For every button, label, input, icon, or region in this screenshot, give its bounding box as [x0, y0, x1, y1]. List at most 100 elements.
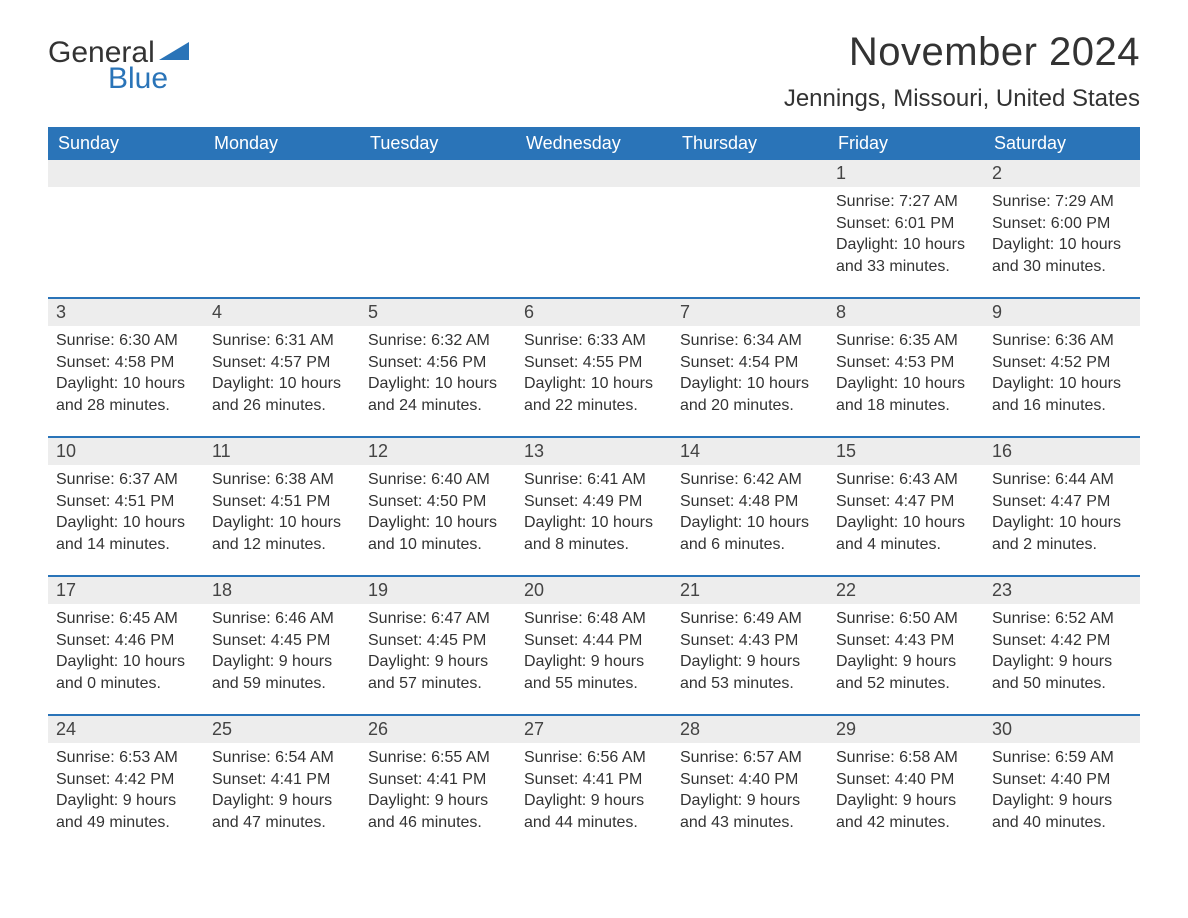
day-number: 8 [828, 299, 984, 326]
day-body: Sunrise: 6:37 AMSunset: 4:51 PMDaylight:… [48, 465, 204, 563]
day-number: 13 [516, 438, 672, 465]
day-number: 12 [360, 438, 516, 465]
calendar-header-cell: Thursday [672, 127, 828, 160]
day-body: Sunrise: 6:49 AMSunset: 4:43 PMDaylight:… [672, 604, 828, 702]
sunset-text: Sunset: 4:52 PM [992, 352, 1132, 374]
daylight-text: Daylight: 10 hours and 22 minutes. [524, 373, 664, 416]
sunrise-text: Sunrise: 6:47 AM [368, 608, 508, 630]
sunrise-text: Sunrise: 7:27 AM [836, 191, 976, 213]
day-body: Sunrise: 6:31 AMSunset: 4:57 PMDaylight:… [204, 326, 360, 424]
calendar-day-cell: 3Sunrise: 6:30 AMSunset: 4:58 PMDaylight… [48, 299, 204, 437]
sunset-text: Sunset: 4:47 PM [992, 491, 1132, 513]
sunrise-text: Sunrise: 6:30 AM [56, 330, 196, 352]
day-body: Sunrise: 6:55 AMSunset: 4:41 PMDaylight:… [360, 743, 516, 841]
day-number: 9 [984, 299, 1140, 326]
daylight-text: Daylight: 9 hours and 49 minutes. [56, 790, 196, 833]
calendar-day-cell: 29Sunrise: 6:58 AMSunset: 4:40 PMDayligh… [828, 716, 984, 854]
day-body: Sunrise: 6:48 AMSunset: 4:44 PMDaylight:… [516, 604, 672, 702]
daylight-text: Daylight: 9 hours and 59 minutes. [212, 651, 352, 694]
sunset-text: Sunset: 4:54 PM [680, 352, 820, 374]
sunrise-text: Sunrise: 6:58 AM [836, 747, 976, 769]
day-number-empty [360, 160, 516, 187]
day-body: Sunrise: 6:52 AMSunset: 4:42 PMDaylight:… [984, 604, 1140, 702]
daylight-text: Daylight: 9 hours and 57 minutes. [368, 651, 508, 694]
calendar-day-cell: 11Sunrise: 6:38 AMSunset: 4:51 PMDayligh… [204, 438, 360, 576]
sunset-text: Sunset: 4:40 PM [680, 769, 820, 791]
daylight-text: Daylight: 10 hours and 12 minutes. [212, 512, 352, 555]
daylight-text: Daylight: 9 hours and 52 minutes. [836, 651, 976, 694]
calendar-day-cell: 24Sunrise: 6:53 AMSunset: 4:42 PMDayligh… [48, 716, 204, 854]
day-body: Sunrise: 6:44 AMSunset: 4:47 PMDaylight:… [984, 465, 1140, 563]
sunrise-text: Sunrise: 6:42 AM [680, 469, 820, 491]
day-body: Sunrise: 6:42 AMSunset: 4:48 PMDaylight:… [672, 465, 828, 563]
calendar-day-cell: 22Sunrise: 6:50 AMSunset: 4:43 PMDayligh… [828, 577, 984, 715]
calendar-day-cell: 1Sunrise: 7:27 AMSunset: 6:01 PMDaylight… [828, 160, 984, 298]
day-number: 2 [984, 160, 1140, 187]
day-number: 24 [48, 716, 204, 743]
sunrise-text: Sunrise: 6:38 AM [212, 469, 352, 491]
daylight-text: Daylight: 10 hours and 28 minutes. [56, 373, 196, 416]
daylight-text: Daylight: 9 hours and 55 minutes. [524, 651, 664, 694]
calendar-day-cell [204, 160, 360, 298]
daylight-text: Daylight: 9 hours and 40 minutes. [992, 790, 1132, 833]
day-number-empty [516, 160, 672, 187]
day-number-empty [204, 160, 360, 187]
day-number: 27 [516, 716, 672, 743]
day-body: Sunrise: 7:27 AMSunset: 6:01 PMDaylight:… [828, 187, 984, 285]
brand-logo: General Blue [48, 30, 189, 96]
calendar-day-cell: 2Sunrise: 7:29 AMSunset: 6:00 PMDaylight… [984, 160, 1140, 298]
day-number: 11 [204, 438, 360, 465]
calendar-day-cell: 16Sunrise: 6:44 AMSunset: 4:47 PMDayligh… [984, 438, 1140, 576]
day-body: Sunrise: 6:56 AMSunset: 4:41 PMDaylight:… [516, 743, 672, 841]
calendar-week-row: 3Sunrise: 6:30 AMSunset: 4:58 PMDaylight… [48, 299, 1140, 437]
sunset-text: Sunset: 4:41 PM [212, 769, 352, 791]
day-number: 26 [360, 716, 516, 743]
day-body: Sunrise: 6:35 AMSunset: 4:53 PMDaylight:… [828, 326, 984, 424]
calendar-day-cell: 4Sunrise: 6:31 AMSunset: 4:57 PMDaylight… [204, 299, 360, 437]
sunrise-text: Sunrise: 6:55 AM [368, 747, 508, 769]
calendar-day-cell: 7Sunrise: 6:34 AMSunset: 4:54 PMDaylight… [672, 299, 828, 437]
day-body: Sunrise: 6:54 AMSunset: 4:41 PMDaylight:… [204, 743, 360, 841]
day-body: Sunrise: 6:58 AMSunset: 4:40 PMDaylight:… [828, 743, 984, 841]
sunrise-text: Sunrise: 6:56 AM [524, 747, 664, 769]
calendar-day-cell: 26Sunrise: 6:55 AMSunset: 4:41 PMDayligh… [360, 716, 516, 854]
day-number: 14 [672, 438, 828, 465]
calendar-week-row: 24Sunrise: 6:53 AMSunset: 4:42 PMDayligh… [48, 716, 1140, 854]
day-body: Sunrise: 6:46 AMSunset: 4:45 PMDaylight:… [204, 604, 360, 702]
sunset-text: Sunset: 4:49 PM [524, 491, 664, 513]
day-body: Sunrise: 7:29 AMSunset: 6:00 PMDaylight:… [984, 187, 1140, 285]
brand-word2: Blue [108, 62, 168, 96]
sunset-text: Sunset: 4:45 PM [212, 630, 352, 652]
calendar-header-cell: Tuesday [360, 127, 516, 160]
daylight-text: Daylight: 10 hours and 33 minutes. [836, 234, 976, 277]
sunset-text: Sunset: 6:01 PM [836, 213, 976, 235]
calendar-table: SundayMondayTuesdayWednesdayThursdayFrid… [48, 127, 1140, 854]
calendar-day-cell: 9Sunrise: 6:36 AMSunset: 4:52 PMDaylight… [984, 299, 1140, 437]
day-number: 25 [204, 716, 360, 743]
calendar-day-cell: 19Sunrise: 6:47 AMSunset: 4:45 PMDayligh… [360, 577, 516, 715]
day-number: 29 [828, 716, 984, 743]
sunrise-text: Sunrise: 6:59 AM [992, 747, 1132, 769]
calendar-day-cell: 18Sunrise: 6:46 AMSunset: 4:45 PMDayligh… [204, 577, 360, 715]
day-body: Sunrise: 6:38 AMSunset: 4:51 PMDaylight:… [204, 465, 360, 563]
sunrise-text: Sunrise: 6:44 AM [992, 469, 1132, 491]
day-number: 18 [204, 577, 360, 604]
sunset-text: Sunset: 4:45 PM [368, 630, 508, 652]
sunset-text: Sunset: 4:48 PM [680, 491, 820, 513]
calendar-day-cell [48, 160, 204, 298]
day-number: 15 [828, 438, 984, 465]
day-number: 6 [516, 299, 672, 326]
day-number-empty [48, 160, 204, 187]
day-body: Sunrise: 6:45 AMSunset: 4:46 PMDaylight:… [48, 604, 204, 702]
sunrise-text: Sunrise: 6:49 AM [680, 608, 820, 630]
calendar-week-row: 1Sunrise: 7:27 AMSunset: 6:01 PMDaylight… [48, 160, 1140, 298]
calendar-header-cell: Wednesday [516, 127, 672, 160]
sunrise-text: Sunrise: 6:41 AM [524, 469, 664, 491]
calendar-day-cell: 14Sunrise: 6:42 AMSunset: 4:48 PMDayligh… [672, 438, 828, 576]
daylight-text: Daylight: 9 hours and 53 minutes. [680, 651, 820, 694]
day-body: Sunrise: 6:43 AMSunset: 4:47 PMDaylight:… [828, 465, 984, 563]
sunrise-text: Sunrise: 6:48 AM [524, 608, 664, 630]
calendar-day-cell [516, 160, 672, 298]
day-body: Sunrise: 6:30 AMSunset: 4:58 PMDaylight:… [48, 326, 204, 424]
daylight-text: Daylight: 9 hours and 42 minutes. [836, 790, 976, 833]
